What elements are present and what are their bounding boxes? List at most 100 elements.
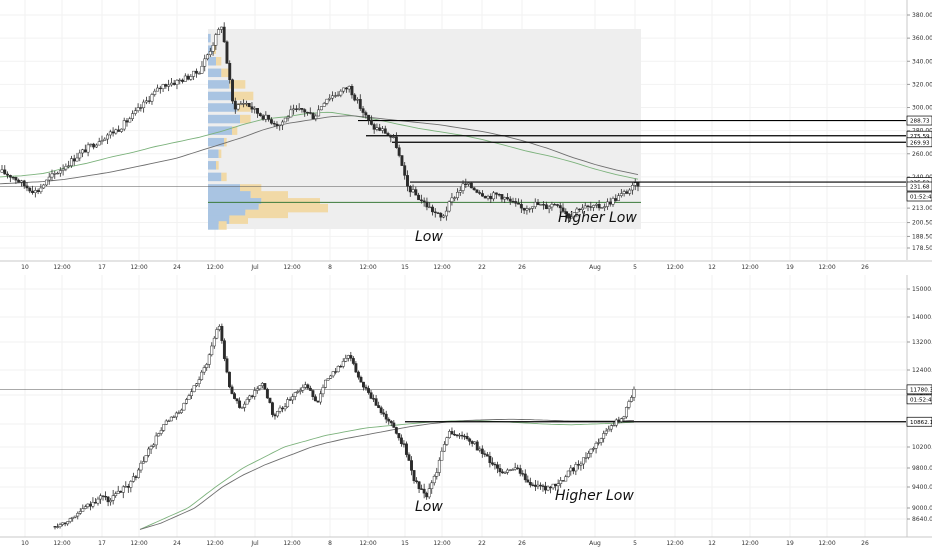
candle-body bbox=[185, 399, 188, 404]
candle-body bbox=[531, 484, 535, 486]
candle-body bbox=[467, 182, 471, 185]
y-tick-label: 178.50 bbox=[912, 245, 932, 252]
candle-body bbox=[603, 206, 607, 208]
candle-body bbox=[622, 191, 626, 194]
volume-profile-buy-bar bbox=[208, 149, 219, 159]
candle-body bbox=[131, 113, 134, 119]
candle-body bbox=[574, 464, 578, 472]
volume-profile-sell-bar bbox=[229, 80, 246, 89]
candle-body bbox=[521, 473, 525, 475]
candle-body bbox=[478, 192, 482, 194]
candle-body bbox=[311, 113, 315, 119]
candle-body bbox=[344, 87, 348, 90]
candle-body bbox=[619, 418, 623, 422]
candle-body bbox=[104, 495, 108, 498]
candle-body bbox=[177, 412, 181, 414]
candle-body bbox=[301, 387, 305, 391]
candle-body bbox=[344, 358, 348, 362]
volume-profile-sell-bar bbox=[240, 114, 251, 124]
candle-body bbox=[444, 210, 448, 217]
x-tick-label: 12:00 bbox=[741, 264, 758, 271]
candle-body bbox=[581, 207, 584, 210]
candle-body bbox=[383, 128, 387, 134]
countdown-tag: 01:52:45 bbox=[910, 195, 932, 201]
candle-body bbox=[403, 165, 407, 176]
candle-body bbox=[511, 469, 515, 471]
candle-body bbox=[539, 204, 543, 206]
candle-body bbox=[331, 371, 335, 377]
candle-body bbox=[214, 34, 218, 46]
candle-body bbox=[538, 484, 542, 487]
volume-profile-sell-bar bbox=[245, 209, 288, 219]
candle-body bbox=[182, 403, 186, 411]
candle-body bbox=[350, 86, 354, 96]
candle-body bbox=[292, 108, 296, 111]
price-tag-box bbox=[906, 416, 932, 427]
candle-body bbox=[425, 492, 429, 498]
candle-body bbox=[436, 212, 440, 214]
candle-body bbox=[236, 104, 240, 110]
y-tick-label: 15000.00 bbox=[912, 286, 932, 293]
candle-body bbox=[147, 100, 151, 102]
candle-body bbox=[78, 511, 82, 514]
candle-body bbox=[397, 433, 401, 439]
candle-body bbox=[39, 187, 43, 193]
x-tick-label: 5 bbox=[633, 540, 637, 547]
candle-body bbox=[139, 462, 143, 471]
volume-profile-sell-bar bbox=[218, 221, 227, 230]
candle-body bbox=[415, 480, 419, 482]
candle-body bbox=[203, 58, 207, 67]
countdown-tag: 01:52:45 bbox=[910, 398, 932, 404]
candle-body bbox=[233, 393, 236, 399]
candle-body bbox=[594, 442, 598, 449]
candle-body bbox=[64, 166, 68, 170]
candle-body bbox=[517, 203, 521, 205]
x-tick-label: Jul bbox=[250, 264, 259, 271]
candle-body bbox=[342, 87, 346, 92]
candle-body bbox=[179, 409, 183, 413]
candle-body bbox=[353, 94, 357, 101]
candle-body bbox=[189, 76, 193, 80]
candle-body bbox=[608, 201, 612, 205]
candle-body bbox=[154, 435, 158, 446]
candle-body bbox=[362, 381, 365, 388]
candle-body bbox=[359, 376, 363, 383]
candle-body bbox=[493, 463, 497, 466]
candle-body bbox=[602, 433, 606, 439]
candle-body bbox=[389, 420, 393, 424]
candle-body bbox=[522, 207, 526, 211]
candle-body bbox=[432, 476, 436, 484]
candle-body bbox=[497, 194, 501, 196]
candle-body bbox=[526, 479, 530, 483]
candle-body bbox=[402, 443, 406, 445]
candle-body bbox=[36, 190, 40, 193]
candle-body bbox=[298, 390, 302, 392]
candle-body bbox=[374, 398, 378, 406]
x-tick-label: 19 bbox=[786, 540, 794, 547]
candle-body bbox=[455, 434, 459, 436]
candle-body bbox=[17, 179, 21, 183]
candle-body bbox=[473, 441, 477, 444]
volume-profile-buy-bar bbox=[208, 203, 259, 213]
candle-body bbox=[627, 401, 631, 408]
candle-body bbox=[306, 384, 310, 389]
x-tick-label: 26 bbox=[518, 264, 526, 271]
candle-body bbox=[235, 398, 239, 402]
candle-body bbox=[506, 469, 510, 473]
candle-body bbox=[75, 157, 79, 162]
x-tick-label: 8 bbox=[328, 264, 332, 271]
x-tick-label: 12 bbox=[708, 264, 716, 271]
candle-body bbox=[579, 463, 583, 466]
candle-body bbox=[483, 453, 487, 455]
candle-body bbox=[542, 204, 546, 206]
candle-body bbox=[331, 95, 334, 99]
candle-body bbox=[481, 193, 484, 197]
y-tick-label: 260.00 bbox=[912, 151, 932, 158]
candle-body bbox=[469, 182, 473, 189]
y-tick-label: 8640.00 bbox=[912, 516, 932, 523]
candle-body bbox=[116, 490, 120, 494]
x-tick-label: 17 bbox=[98, 540, 106, 547]
candle-body bbox=[572, 212, 576, 218]
candle-body bbox=[546, 486, 550, 491]
candle-body bbox=[346, 355, 350, 359]
